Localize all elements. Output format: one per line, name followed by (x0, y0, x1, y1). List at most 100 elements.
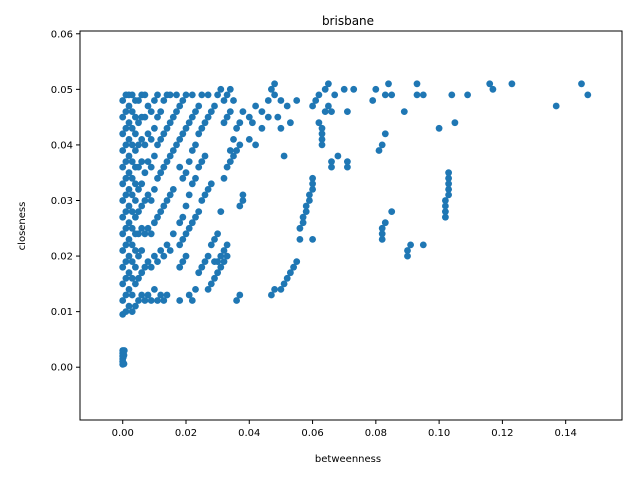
data-point (125, 152, 133, 160)
data-point (249, 119, 256, 127)
data-point (125, 119, 133, 127)
data-point (486, 80, 494, 88)
data-point (271, 80, 278, 88)
data-point (119, 97, 127, 104)
data-point (166, 119, 174, 127)
y-tick-label: 0.06 (51, 29, 73, 40)
data-point (195, 102, 203, 110)
data-point (151, 124, 158, 132)
data-point (135, 141, 142, 149)
data-point (166, 191, 174, 199)
data-point (236, 119, 244, 127)
data-point (400, 108, 408, 115)
data-point (201, 191, 209, 199)
data-point (122, 124, 130, 132)
data-point (404, 252, 411, 260)
data-point (211, 274, 218, 282)
data-point (442, 202, 449, 210)
data-point (445, 169, 452, 177)
data-point (233, 124, 241, 132)
data-point (132, 180, 139, 188)
data-point (280, 152, 288, 160)
data-point (207, 108, 215, 115)
data-point (128, 91, 136, 99)
data-point (141, 263, 149, 271)
data-point (135, 163, 142, 171)
data-point (119, 113, 127, 121)
data-point (445, 186, 452, 193)
data-point (122, 158, 130, 166)
data-point (258, 124, 266, 132)
x-axis-label: betweenness (315, 454, 381, 465)
data-point (144, 130, 152, 138)
data-point (188, 219, 196, 227)
data-point (198, 91, 206, 99)
y-tick-label: 0.05 (51, 85, 73, 96)
data-point (122, 191, 130, 199)
data-point (277, 97, 285, 104)
data-point (135, 119, 142, 127)
data-point (135, 297, 142, 304)
data-point (448, 91, 456, 99)
chart-title: brisbane (322, 14, 374, 28)
data-point (138, 180, 146, 188)
data-point (258, 108, 266, 115)
data-point (128, 224, 136, 232)
data-point (578, 80, 585, 88)
data-point (264, 113, 272, 121)
data-point (236, 141, 244, 149)
data-point (169, 147, 177, 154)
data-point (268, 291, 275, 299)
data-point (331, 91, 339, 99)
data-point (344, 108, 351, 115)
data-point (138, 291, 146, 299)
data-point (157, 291, 165, 299)
data-point (188, 113, 196, 121)
data-point (334, 152, 342, 160)
data-point (214, 258, 222, 265)
data-point (296, 236, 304, 243)
data-point (154, 297, 161, 304)
data-point (138, 158, 146, 166)
data-point (211, 236, 218, 243)
data-point (128, 108, 136, 115)
data-point (552, 102, 560, 110)
data-point (182, 202, 190, 210)
y-tick-label: 0.02 (51, 252, 73, 263)
data-point (160, 202, 168, 210)
data-point (207, 280, 215, 288)
data-point (296, 224, 304, 232)
data-point (144, 158, 152, 166)
data-point (132, 247, 139, 254)
data-point (226, 108, 234, 115)
data-point (151, 286, 158, 293)
data-point (306, 197, 313, 204)
data-point (122, 258, 130, 265)
data-point (135, 274, 142, 282)
data-point (192, 174, 199, 182)
data-point (135, 186, 142, 193)
data-point (151, 219, 158, 227)
data-point (147, 230, 155, 238)
data-point (195, 163, 203, 171)
data-point (239, 191, 247, 199)
data-point (217, 263, 225, 271)
data-point (125, 236, 133, 243)
data-point (220, 97, 228, 104)
data-point (128, 191, 136, 199)
data-point (223, 252, 231, 260)
data-point (141, 230, 149, 238)
data-point (166, 152, 174, 160)
data-point (230, 152, 237, 160)
data-point (245, 113, 253, 121)
data-point (223, 91, 231, 99)
data-point (277, 124, 285, 132)
data-point (128, 241, 136, 249)
data-point (315, 91, 323, 99)
x-tick-label: 0.06 (301, 428, 323, 439)
data-point (138, 136, 146, 143)
data-point (179, 258, 187, 265)
x-tick-label: 0.02 (175, 428, 197, 439)
data-point (192, 141, 199, 149)
data-point (160, 130, 168, 138)
